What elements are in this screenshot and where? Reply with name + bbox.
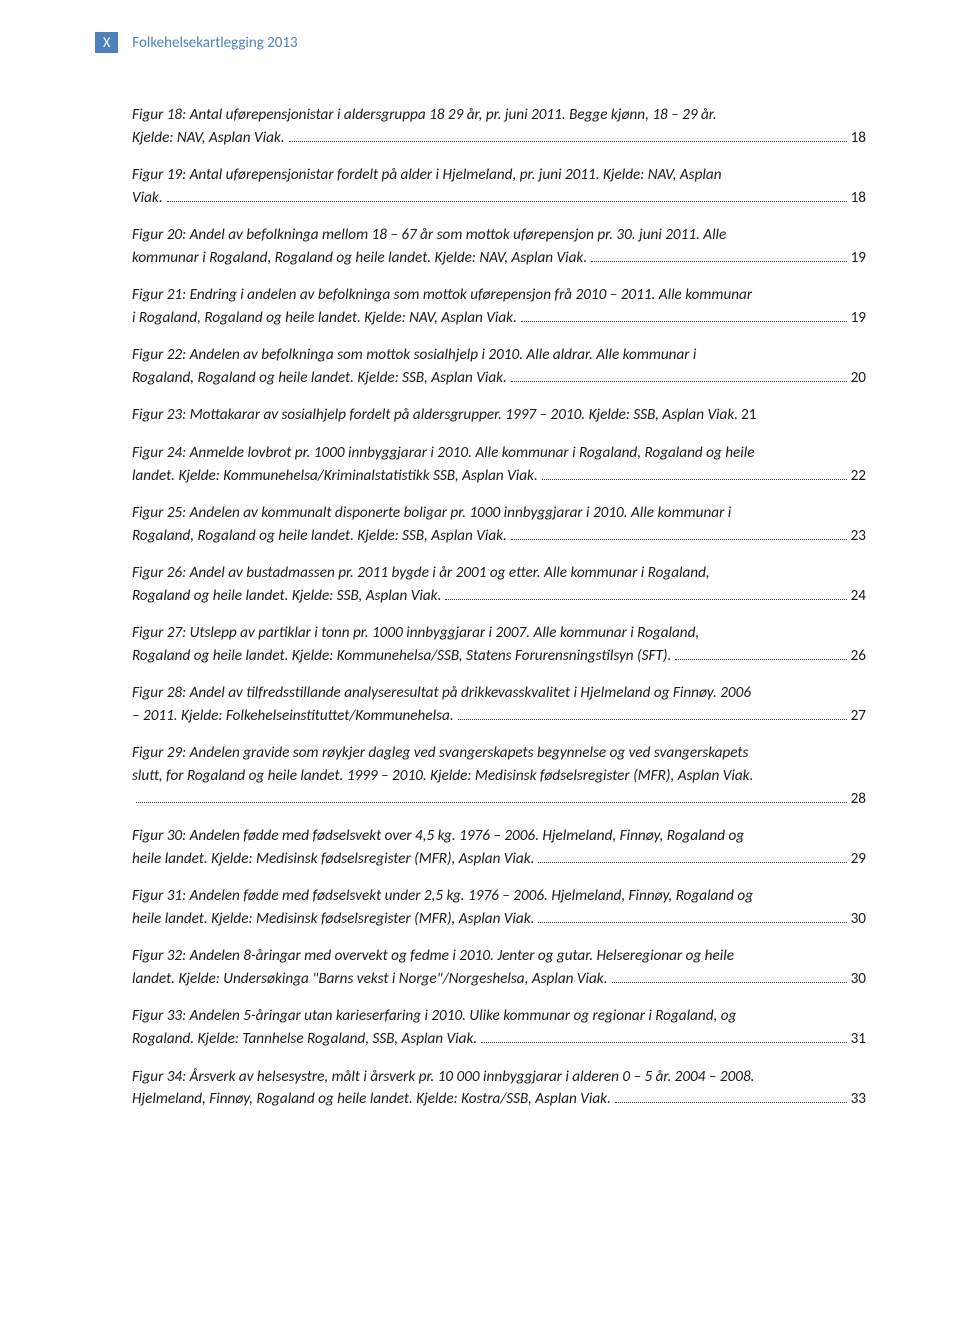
toc-entry-text: Hjelmeland, Finnøy, Rogaland og heile la… xyxy=(132,1088,611,1111)
toc-entry-page: 20 xyxy=(851,367,866,390)
toc-entry: Figur 22: Andelen av befolkninga som mot… xyxy=(132,344,866,390)
toc-content: Figur 18: Antal uførepensjonistar i alde… xyxy=(132,104,866,1126)
toc-entry-text: Figur 19: Antal uførepensjonistar fordel… xyxy=(132,164,866,187)
toc-entry-page: 33 xyxy=(851,1088,866,1111)
toc-entry-page: 19 xyxy=(851,307,866,330)
toc-entry-text: Figur 28: Andel av tilfredsstillande ana… xyxy=(132,682,866,705)
toc-leader-dots xyxy=(481,1042,846,1043)
header-title: Folkehelsekartlegging 2013 xyxy=(132,34,297,52)
toc-entry-text: Figur 22: Andelen av befolkninga som mot… xyxy=(132,344,866,367)
toc-entry-page: 23 xyxy=(851,525,866,548)
toc-leader-dots xyxy=(675,659,846,660)
toc-entry-page: 24 xyxy=(851,585,866,608)
toc-entry-page: 30 xyxy=(851,968,866,991)
toc-leader-dots xyxy=(615,1102,847,1103)
toc-entry-text: landet. Kjelde: Kommunehelsa/Kriminalsta… xyxy=(132,465,538,488)
toc-leader-dots xyxy=(538,922,846,923)
toc-entry: Figur 18: Antal uførepensjonistar i alde… xyxy=(132,104,866,150)
toc-leader-dots xyxy=(511,381,847,382)
toc-entry: Figur 30: Andelen fødde med fødselsvekt … xyxy=(132,825,866,871)
toc-entry-text: Figur 32: Andelen 8-åringar med overvekt… xyxy=(132,945,866,968)
toc-leader-dots xyxy=(458,719,847,720)
toc-entry-text: Figur 26: Andel av bustadmassen pr. 2011… xyxy=(132,562,866,585)
toc-entry-page: 22 xyxy=(851,465,866,488)
toc-entry-text: slutt, for Rogaland og heile landet. 199… xyxy=(132,765,866,788)
toc-entry-page: 26 xyxy=(851,645,866,668)
toc-entry: Figur 34: Årsverk av helsesystre, målt i… xyxy=(132,1066,866,1112)
toc-entry-text: Figur 31: Andelen fødde med fødselsvekt … xyxy=(132,885,866,908)
toc-entry: Figur 27: Utslepp av partiklar i tonn pr… xyxy=(132,622,866,668)
toc-entry-text: landet. Kjelde: Undersøkinga "Barns veks… xyxy=(132,968,608,991)
toc-entry-page: 19 xyxy=(851,247,866,270)
toc-entry-text: Figur 20: Andel av befolkninga mellom 18… xyxy=(132,224,866,247)
toc-entry-text: heile landet. Kjelde: Medisinsk fødselsr… xyxy=(132,848,534,871)
toc-entry: Figur 31: Andelen fødde med fødselsvekt … xyxy=(132,885,866,931)
toc-leader-dots xyxy=(511,539,847,540)
toc-entry: Figur 33: Andelen 5-åringar utan kariese… xyxy=(132,1005,866,1051)
toc-leader-dots xyxy=(542,479,847,480)
toc-leader-dots xyxy=(538,862,846,863)
toc-entry: Figur 20: Andel av befolkninga mellom 18… xyxy=(132,224,866,270)
toc-entry-page: 27 xyxy=(851,705,866,728)
toc-entry-text: Rogaland og heile landet. Kjelde: SSB, A… xyxy=(132,585,441,608)
toc-entry-text: Figur 33: Andelen 5-åringar utan kariese… xyxy=(132,1005,866,1028)
toc-entry-page: 28 xyxy=(851,788,866,811)
toc-entry: Figur 29: Andelen gravide som røykjer da… xyxy=(132,742,866,810)
toc-entry-text: Rogaland, Rogaland og heile landet. Kjel… xyxy=(132,525,507,548)
toc-entry-text: Figur 25: Andelen av kommunalt disponert… xyxy=(132,502,866,525)
toc-entry-text: Figur 30: Andelen fødde med fødselsvekt … xyxy=(132,825,866,848)
header-badge: X xyxy=(95,32,118,53)
toc-entry-text: Figur 27: Utslepp av partiklar i tonn pr… xyxy=(132,622,866,645)
toc-entry-page: 31 xyxy=(851,1028,866,1051)
toc-entry: Figur 32: Andelen 8-åringar med overvekt… xyxy=(132,945,866,991)
toc-leader-dots xyxy=(521,321,847,322)
toc-entry-page: 21 xyxy=(741,404,756,427)
toc-entry: Figur 23: Mottakarar av sosialhjelp ford… xyxy=(132,404,866,427)
toc-leader-dots xyxy=(167,201,847,202)
toc-entry-text: kommunar i Rogaland, Rogaland og heile l… xyxy=(132,247,587,270)
toc-entry-text: heile landet. Kjelde: Medisinsk fødselsr… xyxy=(132,908,534,931)
toc-leader-dots xyxy=(612,982,847,983)
toc-entry-text: Figur 29: Andelen gravide som røykjer da… xyxy=(132,742,866,765)
toc-leader-dots xyxy=(289,141,847,142)
toc-entry-page: 29 xyxy=(851,848,866,871)
toc-entry-page: 30 xyxy=(851,908,866,931)
toc-entry-text: Figur 23: Mottakarar av sosialhjelp ford… xyxy=(132,404,738,427)
toc-entry-text: – 2011. Kjelde: Folkehelseinstituttet/Ko… xyxy=(132,705,454,728)
toc-entry-page: 18 xyxy=(851,187,866,210)
toc-entry: Figur 19: Antal uførepensjonistar fordel… xyxy=(132,164,866,210)
toc-entry-text: i Rogaland, Rogaland og heile landet. Kj… xyxy=(132,307,517,330)
toc-entry-text: Figur 34: Årsverk av helsesystre, målt i… xyxy=(132,1066,866,1089)
toc-entry: Figur 28: Andel av tilfredsstillande ana… xyxy=(132,682,866,728)
toc-entry-text: Rogaland, Rogaland og heile landet. Kjel… xyxy=(132,367,507,390)
toc-entry: Figur 21: Endring i andelen av befolknin… xyxy=(132,284,866,330)
toc-entry: Figur 24: Anmelde lovbrot pr. 1000 innby… xyxy=(132,442,866,488)
page-header: X Folkehelsekartlegging 2013 xyxy=(95,32,298,53)
toc-entry-text: Kjelde: NAV, Asplan Viak. xyxy=(132,127,285,150)
toc-entry-text: Figur 21: Endring i andelen av befolknin… xyxy=(132,284,866,307)
toc-entry-text: Figur 18: Antal uførepensjonistar i alde… xyxy=(132,104,866,127)
toc-entry: Figur 25: Andelen av kommunalt disponert… xyxy=(132,502,866,548)
toc-entry-text: Rogaland. Kjelde: Tannhelse Rogaland, SS… xyxy=(132,1028,477,1051)
toc-entry-text: Figur 24: Anmelde lovbrot pr. 1000 innby… xyxy=(132,442,866,465)
toc-entry-text: Rogaland og heile landet. Kjelde: Kommun… xyxy=(132,645,671,668)
toc-entry-text: Viak. xyxy=(132,187,163,210)
toc-entry: Figur 26: Andel av bustadmassen pr. 2011… xyxy=(132,562,866,608)
toc-entry-page: 18 xyxy=(851,127,866,150)
toc-leader-dots xyxy=(591,261,846,262)
toc-leader-dots xyxy=(445,599,846,600)
